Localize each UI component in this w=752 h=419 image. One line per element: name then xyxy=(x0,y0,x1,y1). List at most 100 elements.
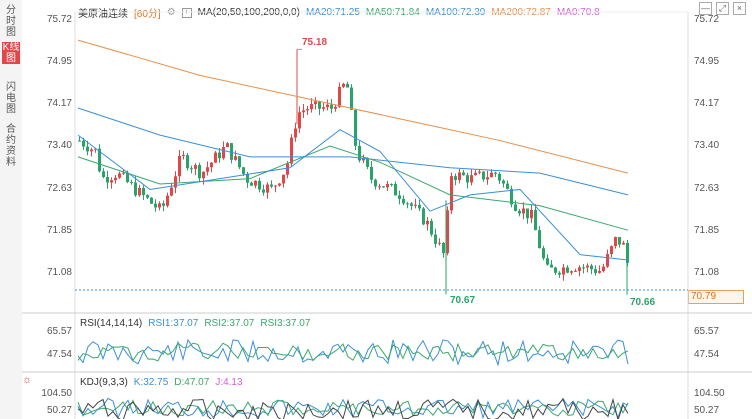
period-label[interactable]: [60分] xyxy=(134,9,161,20)
candle-body xyxy=(218,152,221,159)
candle-body xyxy=(466,175,469,183)
rsi-tick-left: 65.57 xyxy=(46,326,72,337)
sidebar: 分时图 K线图 闪电图 合约资料 xyxy=(0,0,22,419)
rsi-tick-right: 47.54 xyxy=(694,349,720,360)
tab-kline[interactable]: K线图 xyxy=(2,42,20,64)
candle-body xyxy=(222,147,225,159)
candle-body xyxy=(510,188,513,205)
candle-body xyxy=(86,146,89,152)
candle-body xyxy=(398,195,401,199)
candle-body xyxy=(138,187,141,196)
candle-body xyxy=(274,185,277,187)
high-annotation: 75.18 xyxy=(302,37,328,48)
candle-body xyxy=(486,177,489,180)
chart-toolbar: — ⤢ × xyxy=(699,2,746,15)
candle-body xyxy=(214,152,217,163)
low-annotation: 70.67 xyxy=(450,295,476,306)
candle-body xyxy=(350,87,353,110)
candle-body xyxy=(98,148,101,172)
tab-lightning[interactable]: 闪电图 xyxy=(6,82,16,115)
rsi-line-2 xyxy=(77,342,629,363)
candle-body xyxy=(390,183,393,185)
close-icon[interactable]: × xyxy=(733,2,746,15)
ma-legend: 美原油连续 [60分] ⚙ + MA(20,50,100,200,0,0) MA… xyxy=(78,5,600,20)
price-tick-right: 73.40 xyxy=(694,140,720,151)
candle-body xyxy=(126,172,129,183)
candle-body xyxy=(130,182,133,184)
candle-body xyxy=(198,165,201,179)
candle-body xyxy=(478,171,481,173)
minimize-icon[interactable]: — xyxy=(699,2,712,15)
settings-icon[interactable]: ⚙ xyxy=(166,7,176,18)
candle-body xyxy=(330,104,333,109)
candle-body xyxy=(602,266,605,272)
price-tick-right: 71.85 xyxy=(694,225,720,236)
candle-body xyxy=(518,210,521,214)
candle-body xyxy=(358,145,361,161)
candle-body xyxy=(254,180,257,186)
candle-body xyxy=(382,186,385,188)
candle-body xyxy=(446,210,449,254)
candle-body xyxy=(418,204,421,209)
candle-body xyxy=(90,149,93,152)
candle-body xyxy=(154,203,157,208)
candle-body xyxy=(278,183,281,186)
candle-body xyxy=(234,156,237,160)
candle-body xyxy=(106,177,109,183)
candle-body xyxy=(110,180,113,183)
candle-body xyxy=(202,171,205,179)
candle-body xyxy=(402,198,405,204)
candle-body xyxy=(82,140,85,147)
tab-contract-info[interactable]: 合约资料 xyxy=(6,124,16,168)
candle-body xyxy=(570,271,573,273)
candle-body xyxy=(118,173,121,178)
candle-body xyxy=(618,237,621,245)
indicator-settings-icon[interactable]: ☼ xyxy=(22,374,33,386)
candle-body xyxy=(258,180,261,190)
grid-lines xyxy=(22,11,752,419)
price-tick-left: 74.95 xyxy=(46,56,72,67)
rsi2-value: RSI2:37.07 xyxy=(204,318,255,329)
candle-body xyxy=(226,143,229,148)
candle-body xyxy=(122,172,125,174)
candle-body xyxy=(422,208,425,225)
price-tick-left: 72.63 xyxy=(46,183,72,194)
candle-body xyxy=(470,175,473,183)
candle-body xyxy=(558,272,561,275)
candle-body xyxy=(614,237,617,247)
candle-body xyxy=(270,184,273,187)
candle-body xyxy=(134,182,137,196)
candle-body xyxy=(526,208,529,219)
candle-body xyxy=(434,234,437,244)
candle-body xyxy=(174,176,177,188)
candle-body xyxy=(362,158,365,161)
price-tick-left: 74.17 xyxy=(46,98,72,109)
ma100-value: MA100:72.39 xyxy=(425,7,486,18)
expand-icon[interactable]: + xyxy=(181,7,192,18)
candle-body xyxy=(582,267,585,269)
maximize-icon[interactable]: ⤢ xyxy=(716,2,729,15)
rsi3-value: RSI3:37.07 xyxy=(260,318,311,329)
candle-body xyxy=(394,184,397,196)
candle-body xyxy=(354,109,357,146)
candle-body xyxy=(430,220,433,235)
candle-body xyxy=(194,165,197,169)
kdj-k-value: K:32.75 xyxy=(133,377,169,388)
price-tick-left: 71.85 xyxy=(46,225,72,236)
kdj-k-line xyxy=(77,397,629,419)
kdj-tick-right: 50.27 xyxy=(694,405,720,416)
candle-body xyxy=(142,187,145,196)
candle-body xyxy=(538,230,541,249)
candle-body xyxy=(502,180,505,184)
candle-body xyxy=(366,158,369,167)
candle-body xyxy=(590,265,593,270)
candle-body xyxy=(458,172,461,180)
rsi-legend: RSI(14,14,14) RSI1:37.07 RSI2:37.07 RSI3… xyxy=(80,318,310,329)
price-tick-right: 74.17 xyxy=(694,98,720,109)
candle-body xyxy=(454,176,457,180)
candle-body xyxy=(626,242,629,263)
kdj-d-line xyxy=(77,399,629,417)
tab-timeshare[interactable]: 分时图 xyxy=(6,5,16,38)
candle-body xyxy=(410,203,413,206)
price-tick-left: 75.72 xyxy=(46,14,72,25)
